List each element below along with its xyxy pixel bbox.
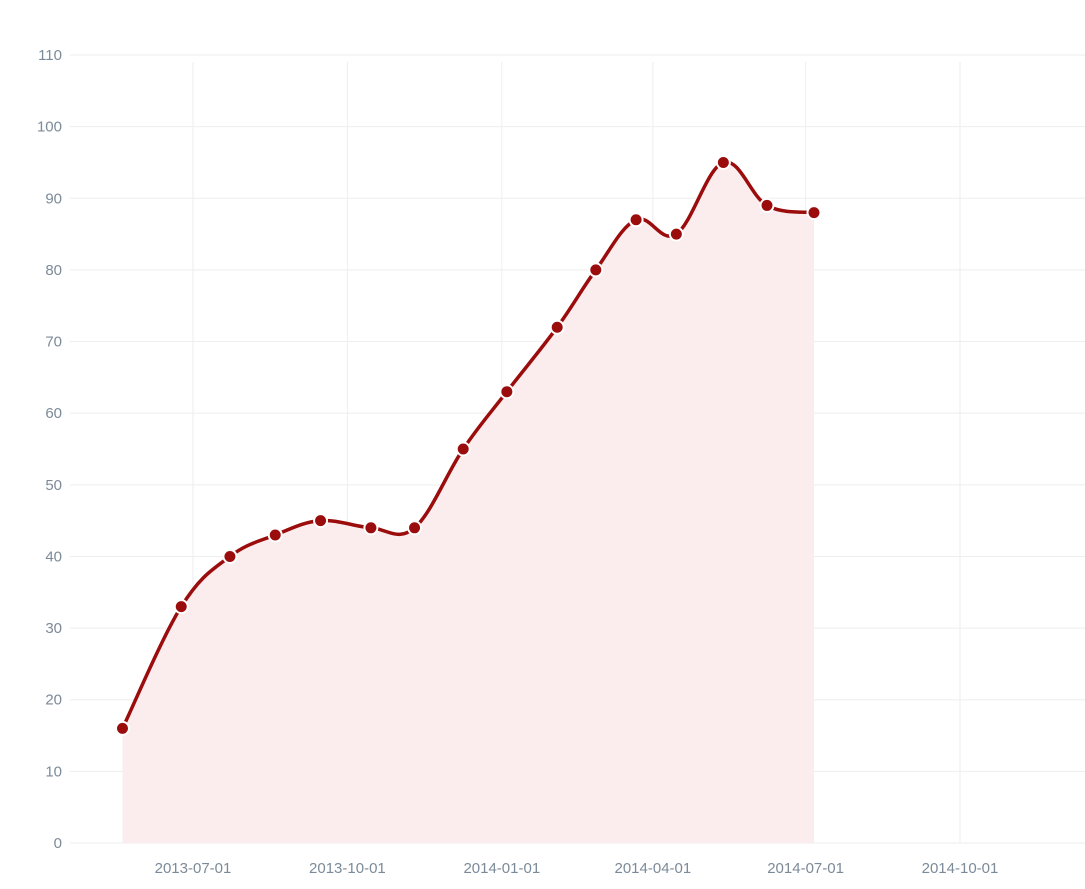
data-point[interactable] <box>668 226 684 242</box>
data-point[interactable] <box>806 205 822 221</box>
data-point[interactable] <box>222 548 238 564</box>
x-tick-label: 2014-01-01 <box>463 860 540 877</box>
series-line <box>120 160 816 731</box>
data-point[interactable] <box>628 212 644 228</box>
data-point[interactable] <box>363 520 379 536</box>
x-axis-ticks: 2013-07-01 2013-10-01 2014-01-01 2014-04-01… <box>155 860 999 877</box>
y-tick-label: 10 <box>45 763 62 780</box>
data-point[interactable] <box>407 520 423 536</box>
x-tick-label: 2013-10-01 <box>309 860 386 877</box>
y-tick-label: 50 <box>45 477 62 494</box>
y-tick-label: 90 <box>45 190 62 207</box>
series-area <box>122 161 814 843</box>
data-point[interactable] <box>499 384 515 400</box>
y-tick-label: 80 <box>45 262 62 279</box>
data-point[interactable] <box>267 527 283 543</box>
x-tick-label: 2014-04-01 <box>614 860 691 877</box>
data-point[interactable] <box>455 441 471 457</box>
data-point[interactable] <box>715 154 731 170</box>
data-point[interactable] <box>549 319 565 335</box>
x-tick-label: 2014-07-01 <box>767 860 844 877</box>
x-tick-label: 2014-10-01 <box>922 860 999 877</box>
y-axis-ticks: 0 10 20 30 40 50 60 70 80 90 100 110 <box>37 47 62 852</box>
y-tick-label: 20 <box>45 692 62 709</box>
data-point[interactable] <box>115 720 131 736</box>
series-markers <box>115 154 822 736</box>
x-tick-label: 2013-07-01 <box>155 860 232 877</box>
y-tick-label: 70 <box>45 334 62 351</box>
data-point[interactable] <box>313 513 329 529</box>
y-tick-label: 100 <box>37 119 62 136</box>
y-tick-label: 40 <box>45 548 62 565</box>
y-tick-label: 60 <box>45 405 62 422</box>
data-point[interactable] <box>759 197 775 213</box>
data-point[interactable] <box>173 599 189 615</box>
y-tick-label: 30 <box>45 620 62 637</box>
y-tick-label: 110 <box>38 47 62 64</box>
y-tick-label: 0 <box>54 835 62 852</box>
data-point[interactable] <box>588 262 604 278</box>
